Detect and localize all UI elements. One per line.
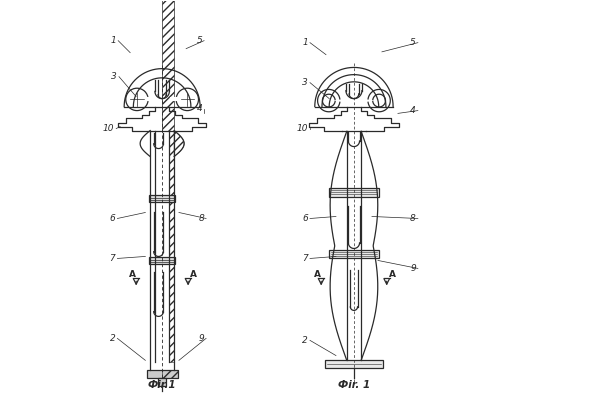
Text: 2: 2 <box>302 336 308 345</box>
Text: 9: 9 <box>199 334 204 343</box>
Bar <box>146 371 178 377</box>
Text: 2: 2 <box>110 334 115 343</box>
Text: 6: 6 <box>302 214 308 223</box>
Text: 1: 1 <box>110 36 116 45</box>
Text: Фir.1: Фir.1 <box>148 380 176 390</box>
Text: 3: 3 <box>302 78 308 87</box>
Bar <box>149 195 175 203</box>
Text: 4: 4 <box>410 106 416 115</box>
Bar <box>169 131 174 363</box>
Text: 1: 1 <box>302 38 308 47</box>
Bar <box>329 188 379 196</box>
Text: 4: 4 <box>196 104 202 113</box>
Text: Фir. 1: Фir. 1 <box>338 380 370 390</box>
Text: A: A <box>314 270 321 279</box>
Bar <box>149 257 175 264</box>
Text: 10: 10 <box>296 124 308 133</box>
Text: A: A <box>129 270 136 279</box>
Text: 5: 5 <box>196 36 202 45</box>
Text: 8: 8 <box>410 214 416 223</box>
Bar <box>162 371 178 377</box>
Text: 9: 9 <box>410 264 416 273</box>
Bar <box>158 378 166 385</box>
Text: 6: 6 <box>110 214 115 223</box>
Bar <box>329 250 379 258</box>
Bar <box>325 360 383 369</box>
Text: 3: 3 <box>111 72 117 81</box>
Text: 7: 7 <box>302 254 308 263</box>
Bar <box>162 0 174 131</box>
Text: 8: 8 <box>199 214 204 223</box>
Text: A: A <box>190 270 197 279</box>
Text: 10: 10 <box>103 124 114 133</box>
Text: A: A <box>389 270 396 279</box>
Text: 7: 7 <box>110 254 115 263</box>
Text: 5: 5 <box>410 38 416 47</box>
